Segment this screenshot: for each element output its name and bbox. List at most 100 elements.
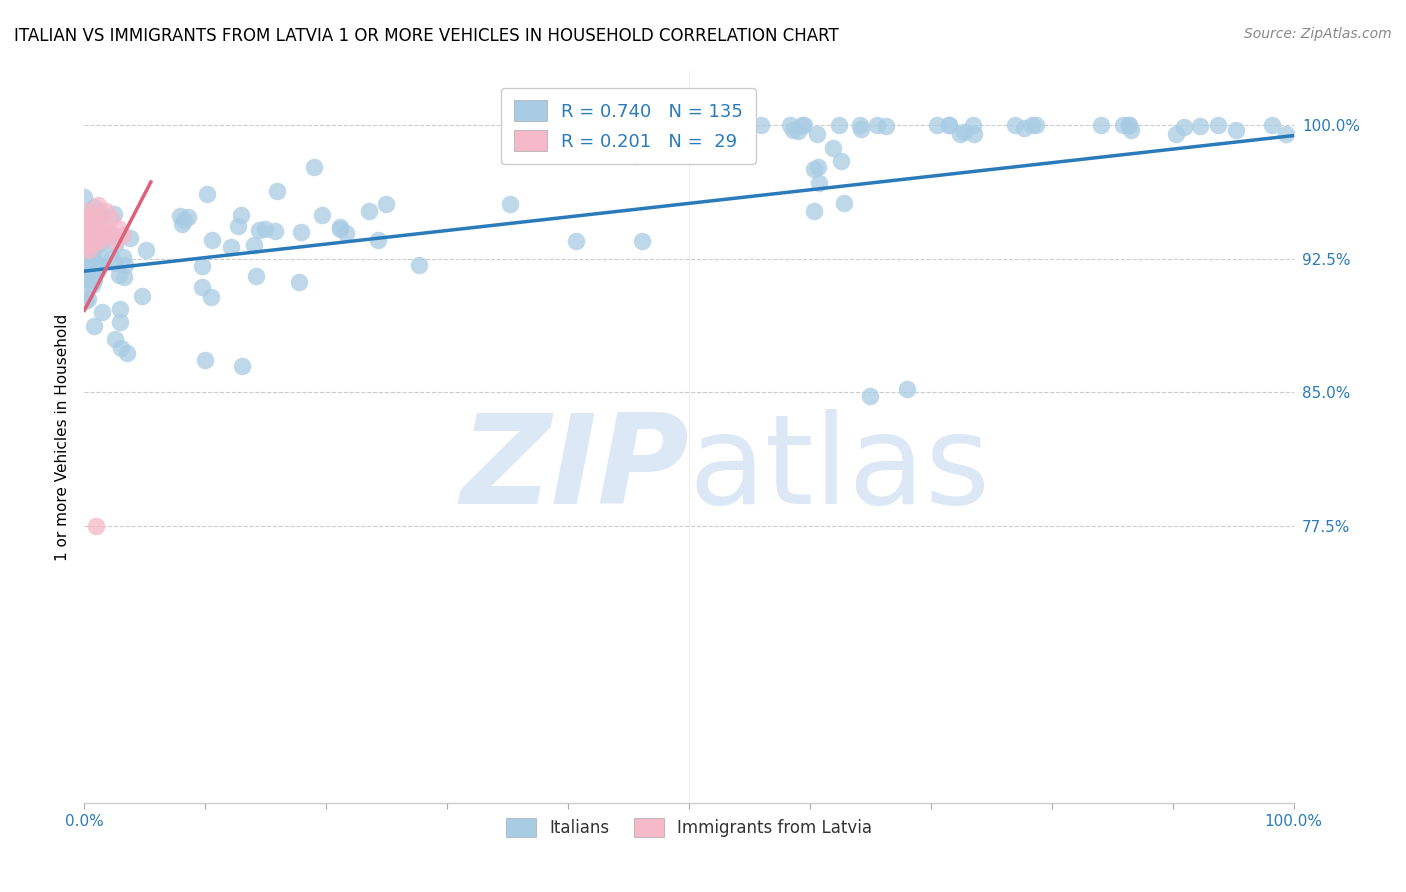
Point [77,243,100,257]
Point [118,230,141,244]
Point [76,242,98,256]
Point [191,280,214,294]
Point [859,389,882,403]
Point [87,234,110,248]
Point [75,217,97,231]
Point [73,221,96,235]
Point [231,208,253,222]
Point [87,235,110,249]
Point [100,211,122,225]
Point [177,210,200,224]
Point [1274,127,1296,141]
Point [76,211,98,225]
Point [938,118,960,132]
Point [1261,118,1284,132]
Point [359,204,381,219]
Y-axis label: 1 or more Vehicles in Household: 1 or more Vehicles in Household [55,313,70,561]
Point [112,270,135,285]
Point [374,196,396,211]
Point [75,228,97,243]
Point [77,258,100,272]
Text: 100.0%: 100.0% [1264,814,1323,829]
Point [254,222,277,236]
Point [90,235,112,250]
Point [290,225,312,239]
Point [77,239,100,253]
Point [803,203,825,218]
Point [266,184,288,198]
Point [79,249,101,263]
Point [82,222,104,236]
Point [80,245,103,260]
Point [1090,118,1112,132]
Point [849,121,872,136]
Point [247,223,270,237]
Point [73,263,96,277]
Point [104,234,127,248]
Point [112,250,135,264]
Legend: Italians, Immigrants from Latvia: Italians, Immigrants from Latvia [498,810,880,846]
Point [79,272,101,286]
Point [82,237,104,252]
Point [83,200,105,214]
Point [90,226,112,240]
Point [1004,118,1026,132]
Point [76,230,98,244]
Point [73,293,96,308]
Point [938,118,960,132]
Point [631,235,654,249]
Point [779,118,801,132]
Point [830,153,852,168]
Point [226,219,249,234]
Point [329,219,352,234]
Point [79,211,101,225]
Point [103,207,125,221]
Point [83,273,105,287]
Point [807,161,830,175]
Point [86,264,108,278]
Point [1173,120,1195,134]
Point [807,176,830,190]
Point [115,346,138,360]
Point [83,241,105,255]
Point [832,196,855,211]
Point [83,319,105,334]
Point [80,205,103,219]
Point [172,217,194,231]
Point [1188,119,1211,133]
Point [1012,120,1035,135]
Point [82,253,104,268]
Point [624,149,647,163]
Point [1225,123,1247,137]
Point [86,256,108,270]
Point [962,118,984,132]
Point [849,118,872,132]
Point [110,341,132,355]
Point [80,225,103,239]
Text: 0.0%: 0.0% [65,814,104,829]
Point [100,227,122,242]
Point [827,118,849,132]
Point [953,125,976,139]
Point [875,120,897,134]
Point [82,273,104,287]
Point [76,234,98,248]
Point [311,208,333,222]
Point [408,258,430,272]
Point [242,238,264,252]
Point [77,216,100,230]
Point [103,256,125,270]
Point [1025,119,1047,133]
Point [86,198,108,212]
Point [86,519,108,533]
Point [114,258,136,272]
Point [83,207,105,221]
Point [231,359,253,373]
Point [110,301,132,316]
Point [84,259,107,273]
Point [499,197,522,211]
Point [93,228,115,243]
Point [335,226,357,240]
Point [86,221,108,235]
Point [866,118,889,132]
